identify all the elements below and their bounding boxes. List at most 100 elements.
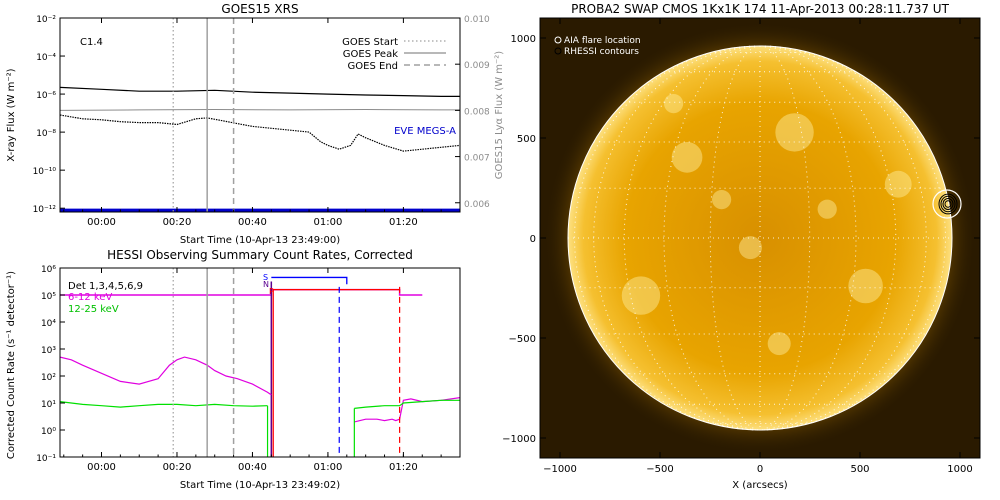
hessi-y-tick-label: 10⁻¹ [36,454,56,464]
hessi-legend-6-12: 6-12 keV [68,292,112,303]
hessi-axes: 00:00 00:20 00:40 01:00 01:20 10⁶ 10⁵ 10⁴ 10³ 10²… [36,265,442,473]
hessi-attenuator-line [272,288,400,457]
hessi-y-tick-label: 10³ [41,346,56,356]
sun-active-region [767,332,791,356]
goes-axes-frame [59,17,461,213]
goes-title: GOES15 XRS [221,2,298,16]
sun-active-region [712,190,732,210]
hessi-12-25-kev-line [60,401,268,408]
goes-y2-tick-label: 0.006 [464,200,490,210]
goes-y-tick-label: 10⁻¹² [33,205,57,215]
goes-eve-label: EVE MEGS-A [394,126,456,137]
goes-y2label: GOES15 Lyα Flux (W m⁻²) [494,51,505,179]
goes-panel: GOES15 XRS 00:00 00:20 00:40 01:00 01:20 10⁻²… [6,2,505,246]
sun-active-region [775,113,814,152]
rhessi-contour [938,193,958,215]
goes-y-tick-label: 10⁻⁸ [36,129,56,139]
goes-y2-tick-label: 0.010 [464,15,490,25]
goes-legend-end: GOES End [348,61,398,72]
goes-legend: GOES Start GOES Peak GOES End [342,37,446,72]
sun-active-region [848,268,883,304]
hessi-legend-12-25: 12-25 keV [68,304,119,315]
aia-flare-location [932,189,962,219]
hessi-x-tick-label: 00:40 [238,462,267,473]
goes-y2-tick-label: 0.009 [464,61,490,71]
goes-y-tick-label: 10⁻⁶ [36,91,56,101]
solar-limb [567,45,953,431]
goes-y-tick-label: 10⁻⁴ [36,53,56,63]
hessi-title: HESSI Observing Summary Count Rates, Cor… [107,248,413,262]
swap-x-tick-label: 500 [850,464,869,475]
hessi-y-tick-label: 10² [41,373,56,383]
hessi-y-tick-label: 10⁴ [41,319,56,329]
hessi-flag-n: N [263,280,269,289]
hessi-y-tick-label: 10⁶ [41,265,56,275]
rhessi-contour [942,198,954,210]
swap-panel: PROBA2 SWAP CMOS 1Kx1K 174 11-Apr-2013 0… [502,2,981,491]
goes-y2-tick-label: 0.008 [464,107,490,117]
goes-short-channel-line [60,114,460,152]
aia-legend-symbol [554,36,562,44]
heliographic-grid [568,45,952,431]
swap-y-tick-label: 500 [517,134,536,145]
goes-long-channel-line [60,86,460,97]
hessi-y-tick-label: 10⁵ [41,292,56,302]
rhessi-contour [944,200,952,208]
hessi-y-tick-label: 10⁰ [41,427,56,437]
hessi-flag-s: S [263,273,268,282]
goes-xlabel: Start Time (10-Apr-13 23:49:00) [180,235,340,246]
goes-x-tick-label: 00:00 [87,217,116,228]
longitude-line [623,45,761,431]
sun-disk [568,46,952,430]
goes-class-label: C1.4 [80,37,103,48]
rhessi-legend-label: RHESSI contours [564,47,639,57]
hessi-y-tick-label: 10¹ [41,400,56,410]
rhessi-contour [940,195,956,213]
swap-y-tick-label: −500 [509,334,536,345]
goes-legend-peak: GOES Peak [343,49,398,60]
hessi-axes-frame [59,267,461,458]
rhessi-legend-symbol [554,47,562,55]
hessi-6-12-kev-line-late [354,397,460,423]
swap-x-tick-label: 0 [757,464,763,475]
swap-image [540,18,980,458]
sun-active-region [664,94,684,114]
hessi-x-tick-label: 01:00 [314,462,343,473]
swap-x-tick-label: 1000 [947,464,972,475]
hessi-panel: HESSI Observing Summary Count Rates, Cor… [6,248,461,491]
goes-x-tick-label: 01:00 [314,217,343,228]
sun-active-region [671,142,703,173]
goes-ylabel: X-ray Flux (W m⁻²) [6,68,17,161]
hessi-12-25-kev-line-late [354,399,460,409]
goes-lyman-alpha-line [60,108,460,111]
sun-active-region [817,199,837,219]
goes-axes: 00:00 00:20 00:40 01:00 01:20 10⁻² 10⁻⁴ 10⁻⁶ 10⁻… [33,15,490,228]
aia-legend-label: AIA flare location [564,36,641,46]
sun-disk-image [544,22,976,454]
goes-legend-start: GOES Start [342,37,398,48]
swap-y-tick-label: 1000 [511,34,536,45]
sun-active-region [621,276,661,315]
swap-legend: AIA flare location RHESSI contours [554,36,641,57]
goes-x-tick-label: 00:20 [163,217,192,228]
hessi-legend-det: Det 1,3,4,5,6,9 [68,281,143,292]
swap-x-tick-label: −500 [646,464,673,475]
hessi-x-tick-label: 01:20 [389,462,418,473]
hessi-xlabel: Start Time (10-Apr-13 23:49:02) [180,480,340,491]
goes-x-tick-label: 00:40 [238,217,267,228]
goes-y-tick-label: 10⁻² [36,15,56,25]
sun-active-region [884,170,912,198]
hessi-flag-p: P [269,287,274,296]
goes-y-tick-label: 10⁻¹⁰ [33,167,57,177]
hessi-x-tick-label: 00:20 [163,462,192,473]
swap-x-tick-label: −1000 [543,464,577,475]
hessi-ylabel: Corrected Count Rate (s⁻¹ detector⁻¹) [6,271,17,459]
goes-x-tick-label: 01:20 [389,217,418,228]
swap-y-tick-label: 0 [530,234,536,245]
goes-y2-tick-label: 0.007 [464,154,490,164]
hessi-plot-area [60,268,460,457]
swap-title: PROBA2 SWAP CMOS 1Kx1K 174 11-Apr-2013 0… [571,2,949,16]
hessi-saa-flag-line [271,276,348,285]
swap-y-tick-label: −1000 [502,434,536,445]
